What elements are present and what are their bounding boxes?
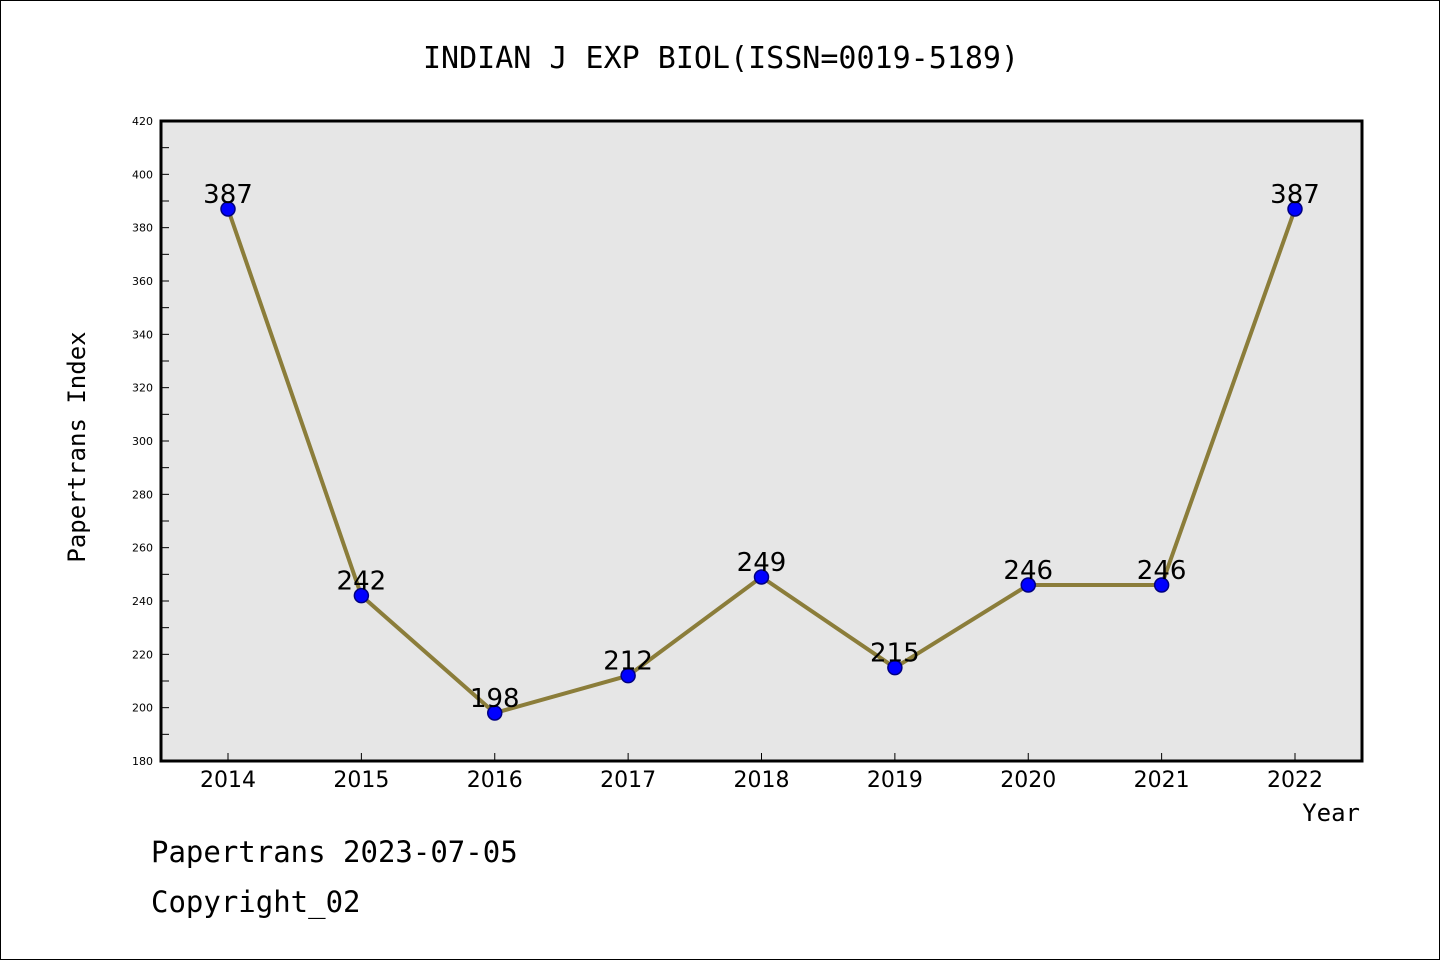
y-axis: 180 200 220 240 260 280 300 320 340 360 380 400 420	[132, 115, 169, 768]
data-point	[753, 569, 770, 585]
chart-title: INDIAN J EXP BIOL(ISSN=0019-5189)	[423, 41, 1019, 76]
y-tick-label: 240	[132, 595, 153, 608]
x-tick-label: 2021	[1134, 768, 1190, 793]
x-tick-label: 2014	[200, 768, 256, 793]
data-label: 246	[1003, 556, 1053, 586]
data-label: 198	[470, 684, 520, 714]
data-label: 242	[337, 567, 387, 597]
data-label: 212	[603, 647, 653, 677]
y-tick-label: 220	[132, 648, 153, 661]
data-point	[1287, 201, 1303, 217]
x-tick-label: 2017	[600, 768, 656, 793]
data-label: 246	[1137, 556, 1187, 586]
data-point	[1153, 577, 1170, 593]
footer-date-text: Papertrans 2023-07-05	[151, 835, 518, 869]
data-point	[620, 667, 636, 684]
y-tick-label: 200	[132, 702, 153, 715]
data-markers	[220, 201, 1303, 721]
data-point	[887, 659, 903, 676]
y-tick-label: 180	[132, 755, 153, 768]
x-tick-label: 2022	[1267, 768, 1323, 793]
y-tick-label: 260	[132, 542, 153, 555]
data-label: 249	[737, 548, 787, 578]
plot-border	[159, 119, 1364, 763]
data-label: 387	[1270, 180, 1320, 210]
data-label: 387	[203, 180, 253, 210]
data-labels: 387 242 198 212 249 215 246 246 387	[203, 180, 1320, 714]
data-point	[1020, 577, 1036, 593]
x-axis-label: Year	[1302, 799, 1360, 827]
y-axis-label: Papertrans Index	[63, 331, 91, 562]
y-tick-label: 360	[132, 275, 153, 288]
data-point	[220, 201, 236, 217]
x-tick-label: 2016	[467, 768, 523, 793]
x-tick-label: 2019	[867, 768, 923, 793]
x-tick-label: 2020	[1000, 768, 1056, 793]
data-point	[487, 705, 503, 721]
y-tick-label: 400	[132, 168, 153, 181]
x-axis: 2014 2015 2016 2017 2018 2019 2020 2021 2022	[200, 753, 1323, 793]
data-label: 215	[870, 639, 920, 669]
footer-copyright-text: Copyright_02	[151, 885, 361, 919]
y-tick-label: 300	[132, 435, 153, 448]
x-tick-label: 2015	[333, 768, 389, 793]
x-tick-label: 2018	[734, 768, 790, 793]
y-tick-label: 280	[132, 488, 153, 501]
y-tick-label: 380	[132, 222, 153, 235]
y-tick-label: 340	[132, 328, 153, 341]
y-tick-label: 320	[132, 382, 153, 395]
y-tick-label: 420	[132, 115, 153, 128]
plot-area	[161, 121, 1362, 761]
data-point	[353, 587, 370, 604]
